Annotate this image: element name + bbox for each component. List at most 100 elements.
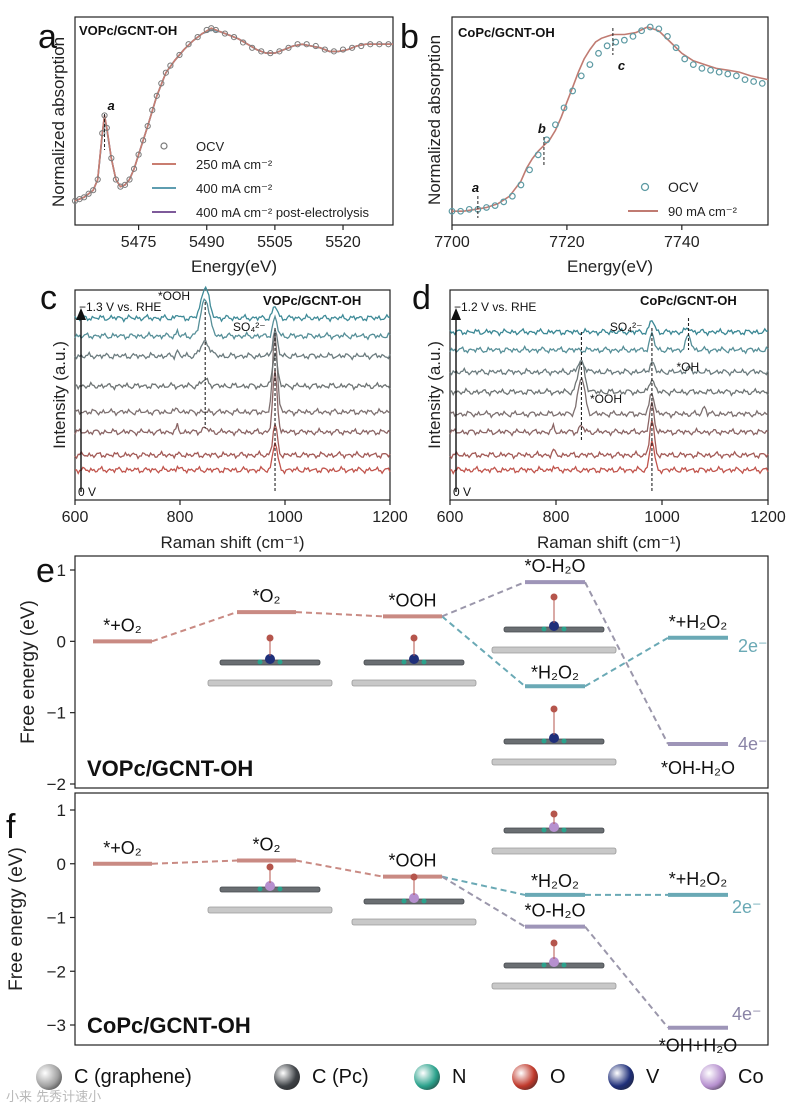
graphene-sheet [351,679,477,687]
panel-title: CoPc/GCNT-OH [640,293,737,308]
panel-f: f 1 0 −1 −2 −3 Free energy (eV) CoPc/GCNT-OH *+O… [6,792,769,1056]
ocv-point [457,207,465,215]
atom-legend: C (graphene) C (Pc) N O V Co [36,1060,796,1094]
raman-trace-5 [74,327,391,361]
n-atom-icon [421,659,427,665]
panel-letter: f [6,808,16,846]
ocv-point [638,27,645,35]
ocv-point [483,204,490,211]
n-atom-icon [561,827,567,833]
n-atom-icon [277,886,283,892]
o-atom-icon [266,634,274,642]
annotation-a: a [472,180,479,195]
n-atom-icon [257,659,263,665]
ocv-point [230,34,238,41]
ocv-point [99,130,106,137]
panel-title: CoPc/GCNT-OH [458,25,555,40]
n-atom-icon [541,738,547,744]
panel-letter: a [38,18,57,56]
y-axis-label: Normalized absorption [49,37,68,207]
connector-4e-dash [584,581,669,745]
connector-dash [151,859,238,865]
arrow-bottom-label: 0 V [78,485,96,499]
x-tick-label: 800 [543,509,570,526]
n-atom-icon [421,898,427,904]
o-atom-icon [410,873,418,881]
level-label: *O₂ [253,586,281,606]
ocv-point [733,72,740,80]
axes-frame [74,289,391,501]
graphene-sheet [491,982,617,990]
ocv-point [595,49,602,57]
connector-dash [295,859,384,878]
watermark: 小来 先秀计速小 [6,1090,102,1105]
ocv-point [158,80,165,87]
ocv-point [162,69,169,76]
ocv-point [130,165,138,172]
ocv-point [629,33,637,40]
raman-trace-0 [74,442,391,475]
arrow-head-icon [76,308,86,320]
x-tick-label: 1000 [644,509,680,526]
y-axis-label: Normalized absorption [425,35,444,205]
n-atom-icon [401,898,407,904]
connector-2e-dash [441,875,526,896]
y-tick-label: 0 [57,632,66,651]
ocv-point [303,41,310,48]
panel-letter: d [412,279,431,317]
connector-dash [295,611,384,618]
raman-trace-1 [74,421,391,460]
ocv-point [724,70,732,78]
ocv-point [698,64,706,72]
x-tick-label: 7740 [664,234,700,251]
x-tick-label: 7700 [434,234,470,251]
ocv-point [367,41,374,48]
ocv-point [339,46,347,53]
x-tick-label: 1200 [372,509,408,526]
x-tick-label: 600 [437,509,464,526]
level-label: *H₂O₂ [531,871,579,891]
legend-label: 400 mA cm⁻² post-electrolysis [196,205,370,220]
annotation-c: c [618,58,626,73]
x-tick-label: 1200 [750,509,786,526]
n-atom-icon [561,626,567,632]
ocv-point [385,41,392,48]
level-label: *OOH [388,590,436,610]
o-ball-icon [512,1064,538,1090]
ocv-point [448,207,456,215]
annotation-b: b [538,121,546,136]
ocv-point [664,33,671,40]
ocv-point [149,107,156,114]
c-pc-ball-icon [274,1064,300,1090]
legend-item-o: O [512,1060,566,1094]
ocv-point [358,42,365,50]
o-atom-icon [266,863,274,871]
x-axis-label: Energy(eV) [567,257,653,276]
x-tick-label: 7720 [549,234,585,251]
ocv-point [534,151,542,159]
connector-2e-dash [441,615,526,688]
ocv-point [249,44,256,51]
ocv-point [85,190,92,197]
connector-2e-dash [584,636,669,688]
level-label: *O-H₂O [525,556,586,576]
ocv-point [312,42,319,50]
ocv-point [294,41,301,48]
connector-4e-dash [441,581,526,618]
ocv-point [758,79,766,87]
y-tick-label: 1 [57,561,66,580]
ocv-point [349,44,356,51]
ocv-point [655,25,663,33]
graphene-sheet [207,906,333,914]
raman-trace-2 [449,401,769,437]
legend-ocv-marker [640,182,650,192]
ocv-point [465,205,473,213]
ocv-point [285,44,292,51]
series-line-2 [74,29,393,202]
ocv-point [741,76,749,84]
panel-title: VOPc/GCNT-OH [79,23,177,38]
ocv-point [126,176,133,183]
ocv-point [153,92,160,99]
raman-trace-7 [74,285,391,323]
ocv-point [194,34,201,41]
